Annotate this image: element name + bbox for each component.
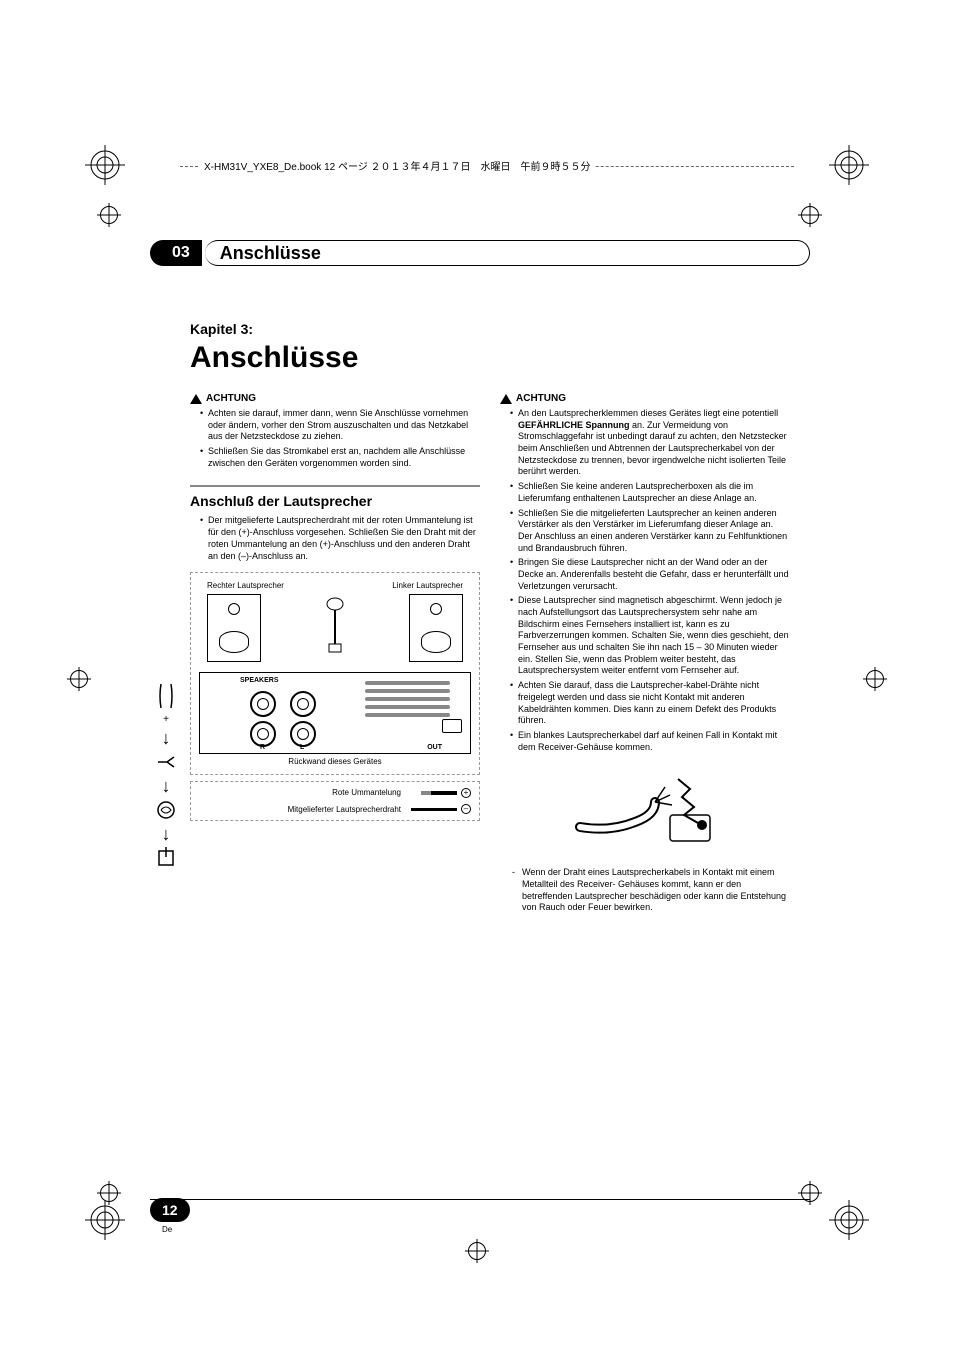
list-item: Bringen Sie diese Lautsprecher nicht an … [510,557,790,592]
reg-mark-right [866,670,884,688]
list-item: Diese Lautsprecher sind magnetisch abges… [510,595,790,677]
chapter-header: 03 Anschlüsse [150,240,810,266]
section-list: Der mitgelieferte Lautsprecherdraht mit … [190,515,480,562]
crop-mark-bottom-left [85,1200,125,1240]
wire-steps: + ↓ ↓ ↓ [146,572,186,869]
footer-rule [150,1199,810,1200]
warning-icon [500,394,512,404]
list-item: An den Lautsprecherklemmen dieses Geräte… [510,408,790,478]
list-item: Der mitgelieferte Lautsprecherdraht mit … [200,515,480,562]
plus-terminal-icon: + [461,788,471,798]
list-item: Schließen Sie die mitgelieferten Lautspr… [510,508,790,555]
terminal-icon [290,691,316,717]
sub-note: Wenn der Draht eines Lautsprecherkabels … [500,867,790,914]
list-item: Achten Sie darauf, dass die Lautsprecher… [510,680,790,727]
minus-terminal-icon: – [461,804,471,814]
section-rule [190,485,480,487]
crop-mark-top-left [85,145,125,185]
step-twist-icon [155,799,177,821]
terminal-icon [250,691,276,717]
warning-icon [190,394,202,404]
header-filename: X-HM31V_YXE8_De.book 12 ページ ２０１３年４月１７日 水… [200,158,595,173]
speaker-right-icon [207,594,261,662]
cable-short-illustration [570,767,720,857]
antenna-icon [315,594,355,654]
step-wire-icon [155,682,177,710]
arrow-down-icon: ↓ [162,825,171,843]
list-item: Achten sie darauf, immer dann, wenn Sie … [200,408,480,443]
hdmi-port-icon [442,719,462,733]
achtung-heading-right: ACHTUNG [500,393,790,404]
page-lang-label: De [162,1225,172,1234]
right-column: ACHTUNG An den Lautsprecherklemmen diese… [500,393,790,914]
left-column: ACHTUNG Achten sie darauf, immer dann, w… [190,393,480,914]
speaker-diagram: + ↓ ↓ ↓ Rechter Lautsprecher Linker Laut… [190,572,480,821]
left-warning-list: Achten sie darauf, immer dann, wenn Sie … [190,408,480,469]
arrow-down-icon: ↓ [162,777,171,795]
reg-mark-left [70,670,88,688]
step-insert-icon [155,847,177,869]
left-speaker-label: Linker Lautsprecher [392,581,463,590]
list-item: Ein blankes Lautsprecherkabel darf auf k… [510,730,790,753]
list-item: Schließen Sie keine anderen Lautsprecher… [510,481,790,504]
arrow-down-icon: ↓ [162,729,171,747]
achtung-heading-left: ACHTUNG [190,393,480,404]
red-sleeve-label: Rote Ummantelung [199,788,401,797]
crop-mark-bottom-right [829,1200,869,1240]
reg-mark-inner-tl [100,206,118,224]
step-strip-icon [155,751,177,773]
reg-mark-bottom [468,1242,486,1260]
reg-mark-inner-tr [801,206,819,224]
list-item: Schließen Sie das Stromkabel erst an, na… [200,446,480,469]
reg-mark-inner-bl [100,1184,118,1202]
supplied-wire-label: Mitgelieferter Lautsprecherdraht [199,805,401,814]
crop-mark-top-right [829,145,869,185]
back-panel-label: Rückwand dieses Gerätes [199,757,471,766]
chapter-number-badge: 03 [150,240,202,266]
amplifier-back-icon: SPEAKERS R L OUT [199,672,471,754]
right-speaker-label: Rechter Lautsprecher [207,581,284,590]
page-number-badge: 12 [150,1198,190,1222]
kapitel-label: Kapitel 3: [190,321,810,337]
speaker-left-icon [409,594,463,662]
section-heading: Anschluß der Lautsprecher [190,493,480,509]
right-warning-list: An den Lautsprecherklemmen dieses Geräte… [500,408,790,753]
wire-legend: Rote Ummantelung Mitgelieferter Lautspre… [190,781,480,821]
main-title: Anschlüsse [190,341,810,375]
